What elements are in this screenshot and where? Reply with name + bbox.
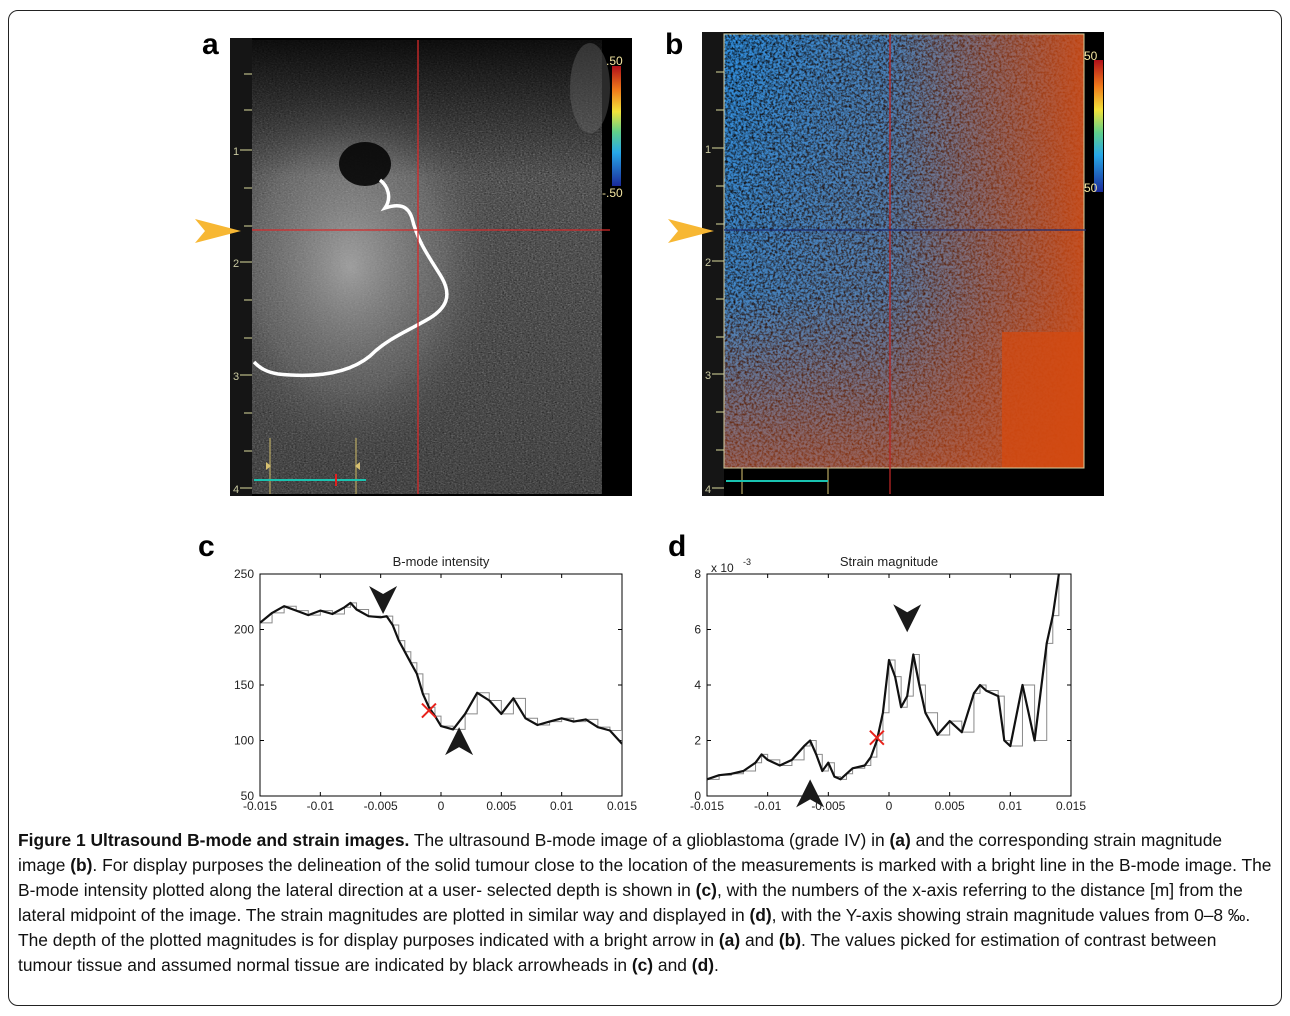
x-tick-label: -0.005: [364, 799, 398, 813]
x-tick-label: 0: [438, 799, 445, 813]
chart-title: B-mode intensity: [393, 554, 490, 569]
caption-panel-ref: (b): [70, 855, 93, 875]
caption-text: , with the numbers of the x-axis referri…: [18, 880, 1243, 925]
depth-ruler-ticks: [240, 73, 252, 489]
y-tick-label: 4: [694, 678, 701, 692]
x-tick-label: 0.01: [999, 799, 1023, 813]
depth-arrow-a: [195, 219, 241, 243]
strain-colorbar-bottom-label: 50: [1084, 181, 1098, 195]
colorbar-top-label: .50: [606, 54, 623, 68]
strain-image: 1 2 3 4 50 50: [702, 32, 1104, 496]
caption-text: .: [714, 955, 719, 975]
caption-panel-ref: (a): [889, 830, 911, 850]
cross-marker: [869, 730, 885, 746]
caption-text: . The values picked for estimation of co…: [18, 930, 1217, 975]
caption-text: . For display purposes the delineation o…: [18, 855, 1272, 900]
strain-depth-label-2: 2: [705, 257, 711, 269]
y-tick-label: 150: [234, 678, 254, 692]
series-group: [707, 574, 1060, 781]
series-stepped-trace: [707, 574, 1060, 780]
caption-text: and: [740, 930, 779, 950]
strain-depth-label-1: 1: [705, 144, 711, 156]
y-tick-label: 2: [694, 734, 701, 748]
strain-colorbar-top-label: 50: [1084, 49, 1098, 63]
caption-text: and: [653, 955, 692, 975]
colorbar: [612, 66, 621, 186]
strain-depth-label-4: 4: [705, 484, 711, 496]
panel-label-a: a: [202, 28, 219, 61]
strain-depth-label-3: 3: [705, 370, 711, 382]
axis-exponent-power: -3: [743, 557, 751, 567]
x-tick-label: 0.005: [935, 799, 965, 813]
arrowhead-marker: [893, 604, 922, 633]
x-tick-label: -0.015: [690, 799, 724, 813]
series-group: [260, 601, 622, 745]
x-tick-label: -0.01: [754, 799, 782, 813]
series-line: [707, 574, 1060, 781]
chart-bmode-intensity: B-mode intensity -0.015 -0.01 -0.005 0 0.005 0…: [234, 554, 637, 813]
y-tick-label: 100: [234, 734, 254, 748]
x-tick-label: 0.015: [607, 799, 637, 813]
figure-frame: [8, 10, 1282, 1006]
x-tick-label: -0.015: [243, 799, 277, 813]
caption-text: , with the Y-axis showing strain magnitu…: [18, 905, 1251, 950]
caption-panel-ref: (c): [631, 955, 654, 975]
depth-label-1: 1: [233, 146, 239, 158]
x-tick-label: -0.01: [307, 799, 335, 813]
caption-panel-ref: (b): [778, 930, 802, 950]
axis-exponent: x 10: [711, 561, 734, 575]
y-tick-label: 8: [694, 567, 701, 581]
y-tick-label: 250: [234, 567, 254, 581]
cross-marker: [421, 702, 437, 719]
x-tick-label: 0: [886, 799, 893, 813]
depth-label-2: 2: [233, 258, 239, 270]
chart-title: Strain magnitude: [840, 554, 938, 569]
tumour-outline: [252, 178, 449, 378]
caption-body: The ultrasound B-mode image of a gliobla…: [18, 830, 1271, 975]
series-stepped-trace: [260, 602, 622, 744]
caption-text: The ultrasound B-mode image of a gliobla…: [409, 830, 890, 850]
plot-frame: [259, 573, 623, 797]
bmode-image: 1 2 3 4 .50 -.50: [230, 38, 632, 496]
caption-panel-ref: (d): [749, 905, 772, 925]
arrowhead-marker: [796, 779, 825, 808]
caption-text: and the corresponding strain magnitude i…: [18, 830, 1223, 875]
panel-label-c: c: [198, 530, 215, 563]
panel-label-d: d: [668, 530, 687, 563]
y-tick-label: 50: [241, 789, 255, 803]
caption-label: Figure 1 Ultrasound B-mode and strain im…: [18, 830, 410, 850]
y-tick-label: 0: [694, 789, 701, 803]
depth-label-4: 4: [233, 484, 239, 496]
x-tick-label: 0.01: [550, 799, 574, 813]
panel-label-b: b: [665, 28, 684, 61]
x-tick-label: 0.005: [486, 799, 516, 813]
series-line: [260, 601, 622, 745]
arrowhead-marker: [369, 585, 398, 614]
x-tick-label: 0.015: [1056, 799, 1086, 813]
depth-label-3: 3: [233, 371, 239, 383]
colorbar-bottom-label: -.50: [602, 186, 623, 200]
caption-panel-ref: (d): [691, 955, 714, 975]
figure-caption: Figure 1 Ultrasound B-mode and strain im…: [18, 828, 1274, 978]
caption-panel-ref: (c): [695, 880, 717, 900]
y-tick-label: 6: [694, 623, 701, 637]
y-tick-label: 200: [234, 623, 254, 637]
caption-panel-ref: (a): [718, 930, 741, 950]
arrowhead-marker: [445, 727, 474, 756]
depth-arrow-b: [668, 219, 714, 243]
